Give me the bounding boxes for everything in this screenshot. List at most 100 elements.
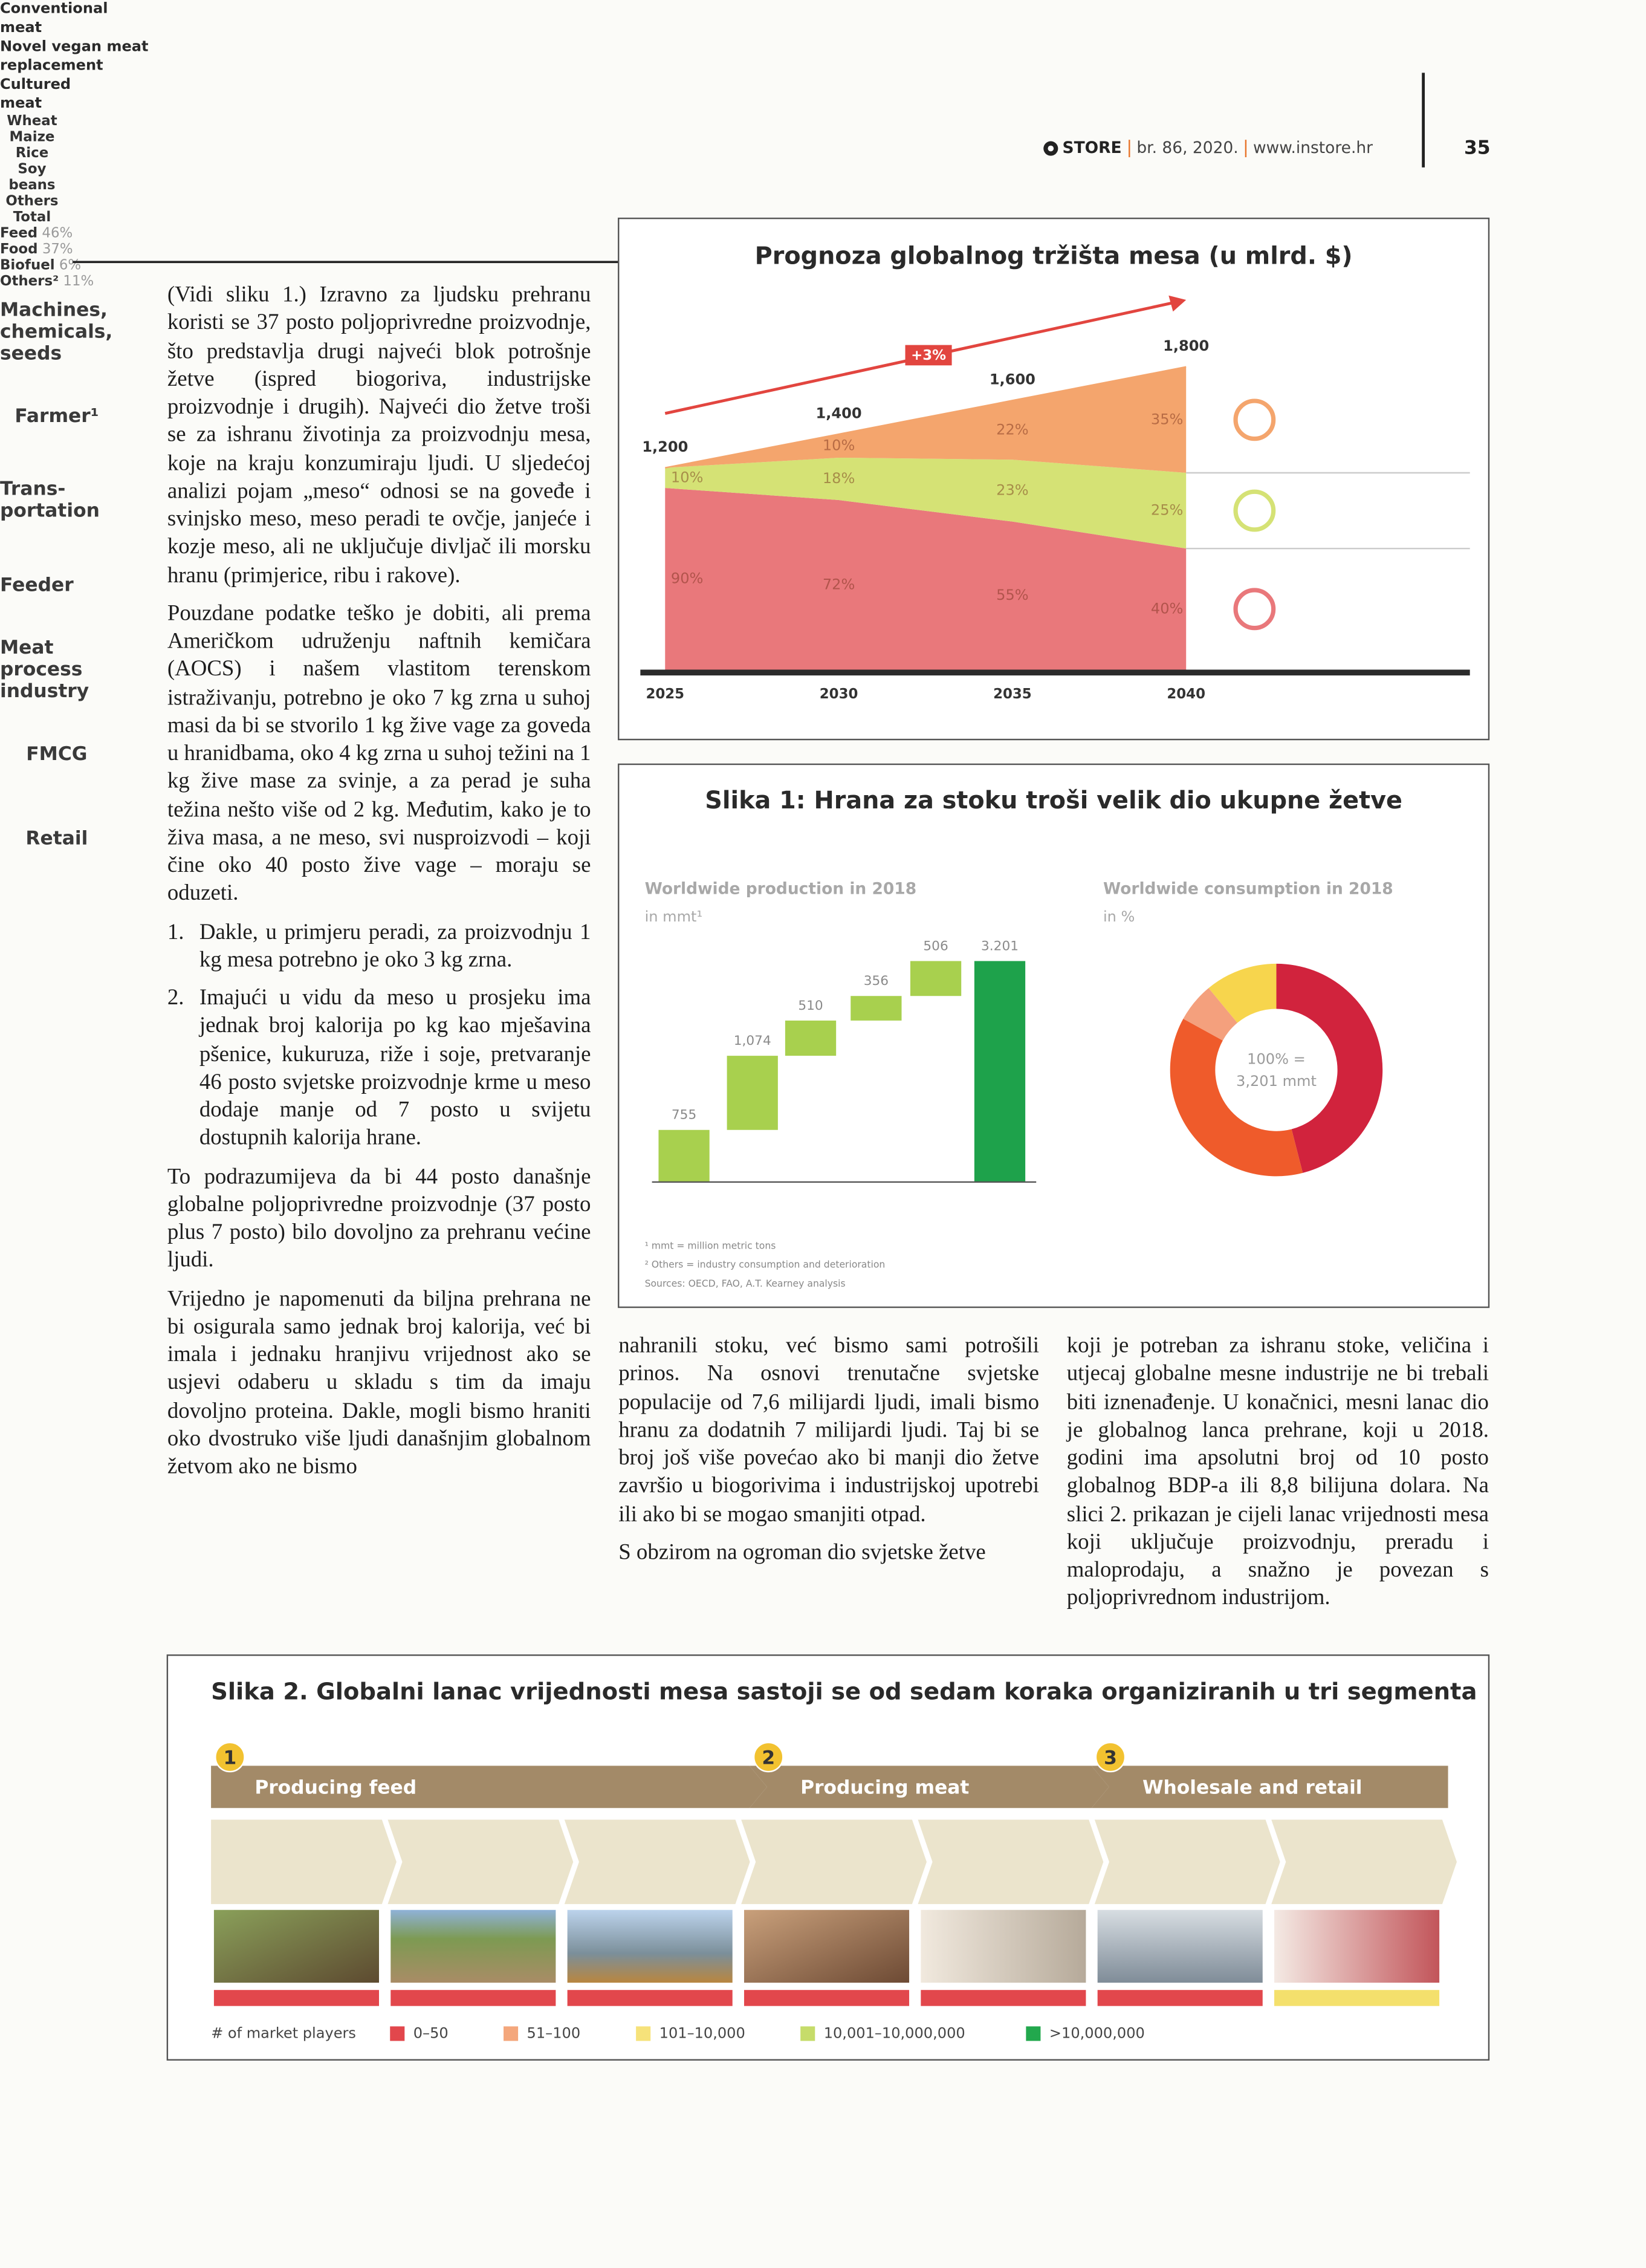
- data-label: 506: [923, 938, 948, 954]
- legend-label: Cultured meat: [0, 77, 71, 112]
- data-label: 356: [864, 973, 889, 989]
- list-item: 1. Dakle, u primjeru peradi, za proizvodn…: [167, 918, 591, 974]
- page-number: 35: [1464, 137, 1491, 159]
- data-label: 23%: [996, 481, 1028, 498]
- legend-swatch: [504, 2026, 519, 2041]
- data-label: 755: [672, 1108, 696, 1123]
- annotation: +3%: [911, 348, 946, 363]
- paragraph: (Vidi sliku 1.) Izravno za ljudsku prehr…: [167, 282, 591, 588]
- slice-value: 11%: [63, 273, 94, 290]
- donut-slice: [1276, 963, 1383, 1173]
- chart-subtitle: in %: [1103, 908, 1135, 925]
- step-label: Trans-portation: [0, 479, 100, 523]
- data-label: 25%: [1151, 502, 1183, 519]
- slice-name: Food: [0, 241, 38, 258]
- step-arrow: [741, 1819, 927, 1905]
- step-photo: [1097, 1909, 1263, 1983]
- step-photo: [1274, 1909, 1440, 1983]
- bar: [974, 961, 1026, 1182]
- x-tick-label: Rice: [15, 145, 49, 162]
- segment-label: Producing feed: [254, 1777, 416, 1799]
- step-label: Retail: [25, 827, 88, 850]
- legend-label: 101–10,000: [659, 2024, 745, 2041]
- donut-slice: [1170, 1018, 1303, 1177]
- donut-slice: [1208, 963, 1277, 1023]
- x-tick-label: 2040: [1167, 686, 1205, 702]
- data-label: 10%: [671, 469, 703, 486]
- segment-label: Wholesale and retail: [1142, 1777, 1362, 1799]
- data-label: 90%: [671, 570, 703, 586]
- x-tick-label: 2035: [993, 686, 1032, 702]
- slice-label: Feed 46%: [0, 226, 1646, 241]
- paragraph: To podrazumijeva da bi 44 posto današnje…: [167, 1163, 591, 1273]
- x-axis: [640, 669, 1470, 676]
- area-band: [665, 488, 1187, 670]
- step-label: Machines, chemicals, seeds: [0, 299, 113, 365]
- step-arrow: [1271, 1819, 1457, 1905]
- paragraph: nahranili stoku, već bismo sami potrošil…: [618, 1333, 1040, 1527]
- legend-label: Conventional meat: [0, 1, 108, 37]
- slice-value: 6%: [59, 258, 82, 274]
- paragraph: Vrijedno je napomenuti da biljna prehran…: [167, 1286, 591, 1480]
- slice-label: Biofuel 6%: [0, 258, 1646, 273]
- data-label: 18%: [823, 470, 855, 487]
- step-arrow: [211, 1819, 397, 1905]
- footnote: ¹ mmt = million metric tons: [645, 1240, 776, 1251]
- segment-number: 3: [1104, 1747, 1117, 1769]
- step-label: Farmer¹: [15, 405, 99, 427]
- legend-label: Novel vegan meat replacement: [0, 39, 149, 74]
- article-column: nahranili stoku, već bismo sami potrošil…: [618, 1332, 1039, 1576]
- legend-icon: [1233, 398, 1276, 441]
- brand: STORE: [1063, 138, 1122, 157]
- segment-badge: [753, 1741, 784, 1773]
- total-label: 1,400: [816, 405, 862, 421]
- list-text: Imajući u vidu da meso u prosjeku ima je…: [199, 985, 591, 1151]
- article-column: (Vidi sliku 1.) Izravno za ljudsku prehr…: [167, 281, 591, 1491]
- brand-logo: [1048, 145, 1054, 152]
- slice-value: 46%: [42, 226, 73, 242]
- chart-title: Worldwide production in 2018: [645, 880, 917, 898]
- step-photo: [921, 1909, 1086, 1983]
- bar: [910, 961, 962, 996]
- market-players-bar: [567, 1990, 733, 2006]
- list-item: 2. Imajući u vidu da meso u prosjeku ima …: [167, 984, 591, 1152]
- segment-badge: [215, 1741, 245, 1773]
- list-number: 1.: [167, 919, 184, 944]
- slice-label: Food 37%: [0, 242, 1646, 258]
- data-label: 22%: [996, 421, 1028, 438]
- legend-swatch: [800, 2026, 815, 2041]
- segment-label: Producing meat: [800, 1777, 969, 1799]
- market-players-bar: [921, 1990, 1086, 2006]
- step-photo: [213, 1909, 380, 1983]
- x-tick-label: 2025: [646, 686, 684, 702]
- bar: [785, 1020, 837, 1056]
- data-label: 55%: [996, 586, 1028, 603]
- paragraph: S obzirom na ogroman dio svjetske žetve: [618, 1539, 986, 1565]
- slice-value: 37%: [42, 241, 73, 258]
- legend-title: # of market players: [211, 2024, 356, 2041]
- area-band: [665, 366, 1187, 473]
- step-arrow: [918, 1819, 1104, 1905]
- footnote: ² Others = industry consumption and dete…: [645, 1259, 886, 1270]
- total-label: 1,600: [990, 371, 1035, 388]
- total-label: 1,200: [642, 438, 688, 455]
- website: www.instore.hr: [1253, 138, 1373, 157]
- slice-name: Biofuel: [0, 258, 55, 274]
- area-band: [665, 457, 1187, 549]
- slice-name: Feed: [0, 226, 38, 242]
- x-tick-label: 2030: [820, 686, 858, 702]
- step-photo: [390, 1909, 556, 1983]
- trend-arrow-head: [1168, 295, 1187, 312]
- segment-arrow: [749, 1766, 1109, 1808]
- list-number: 2.: [167, 985, 184, 1010]
- market-players-bar: [213, 1990, 380, 2006]
- legend-label: 51–100: [527, 2024, 581, 2041]
- x-tick-label: Total: [13, 209, 51, 226]
- legend-label: 0–50: [413, 2024, 449, 2041]
- segment-number: 2: [762, 1747, 775, 1769]
- list-text: Dakle, u primjeru peradi, za proizvodnju…: [199, 919, 591, 972]
- legend-label: >10,000,000: [1049, 2024, 1145, 2041]
